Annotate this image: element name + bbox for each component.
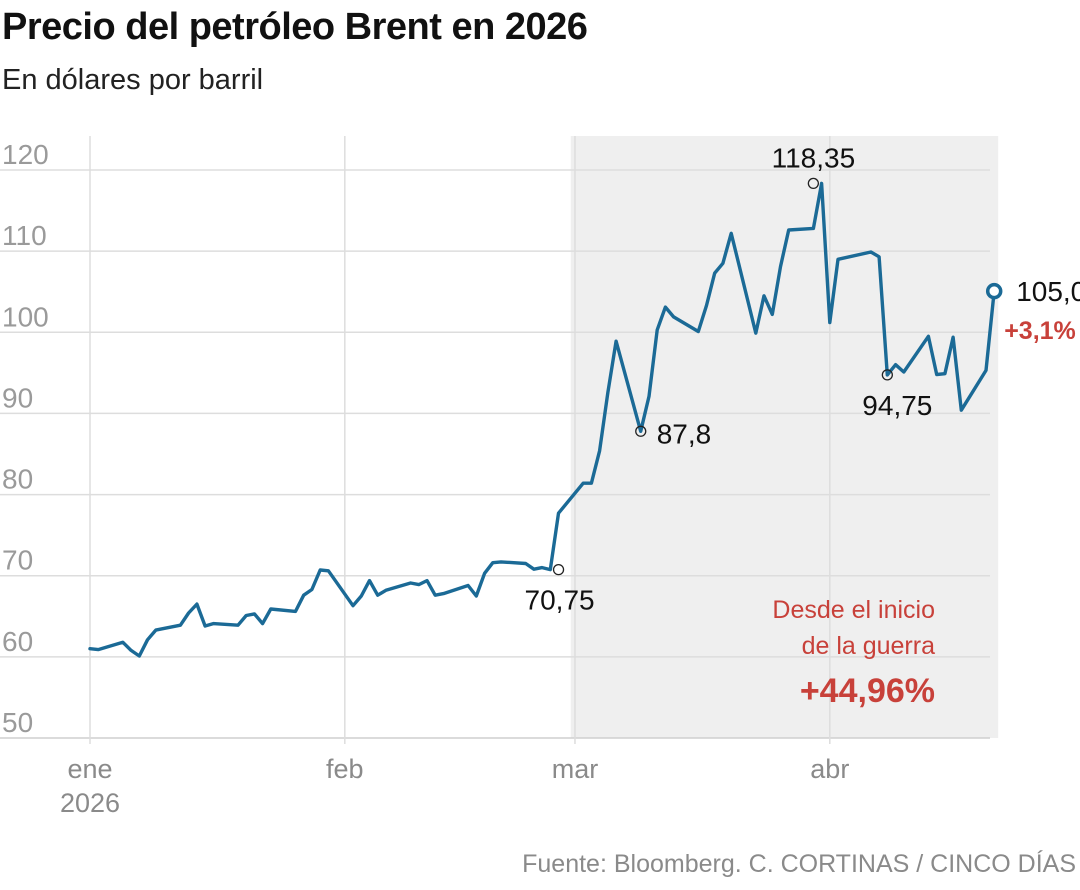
annotations: 70,75 87,8 118,35 94,75 105,07 +3,1%: [525, 142, 1080, 615]
y-tick-label-90: 90: [2, 382, 33, 413]
annotation-label: 118,35: [772, 142, 856, 173]
annotation-marker: [881, 369, 893, 381]
last-change-label: +3,1%: [1004, 317, 1076, 345]
y-tick-label-60: 60: [2, 626, 33, 657]
y-tick-label-70: 70: [2, 545, 33, 576]
y-axis-tick-labels: 120 110 100 90 80 70 60 50: [2, 139, 49, 738]
callout-value: +44,96%: [800, 672, 935, 710]
y-tick-label-80: 80: [2, 464, 33, 495]
x-axis-tick-labels: ene 2026 feb mar abr: [60, 754, 849, 818]
x-tick-label-mar: mar: [552, 754, 599, 784]
y-tick-label-100: 100: [2, 301, 49, 332]
callout-line-2: de la guerra: [802, 632, 936, 660]
annotation-marker: [635, 425, 647, 437]
y-tick-label-50: 50: [2, 707, 33, 738]
gridlines: [0, 136, 990, 744]
annotation-label: 87,8: [657, 418, 712, 449]
x-tick-label-abr: abr: [810, 754, 849, 784]
source-credit: Fuente: Bloomberg. C. CORTINAS / CINCO D…: [522, 850, 1076, 878]
x-tick-label-ene: ene: [67, 754, 112, 784]
annotation-label: 70,75: [525, 585, 595, 616]
chart-subtitle: En dólares por barril: [2, 64, 264, 96]
annotation-marker: [807, 177, 820, 190]
war-callout: Desde el inicio de la guerra +44,96%: [772, 596, 935, 710]
x-tick-label-feb: feb: [326, 754, 364, 784]
chart-title: Precio del petróleo Brent en 2026: [2, 6, 588, 48]
x-tick-year-label: 2026: [60, 788, 120, 818]
callout-line-1: Desde el inicio: [772, 596, 935, 624]
annotation-label: 94,75: [862, 390, 932, 421]
annotation-label: 105,07: [1016, 276, 1080, 307]
y-tick-label-110: 110: [2, 220, 47, 251]
war-period-shading: [570, 136, 999, 738]
annotation-marker: [552, 563, 565, 576]
last-value-marker: [985, 282, 1003, 300]
price-series-line: [88, 181, 996, 658]
y-tick-label-120: 120: [2, 139, 49, 170]
